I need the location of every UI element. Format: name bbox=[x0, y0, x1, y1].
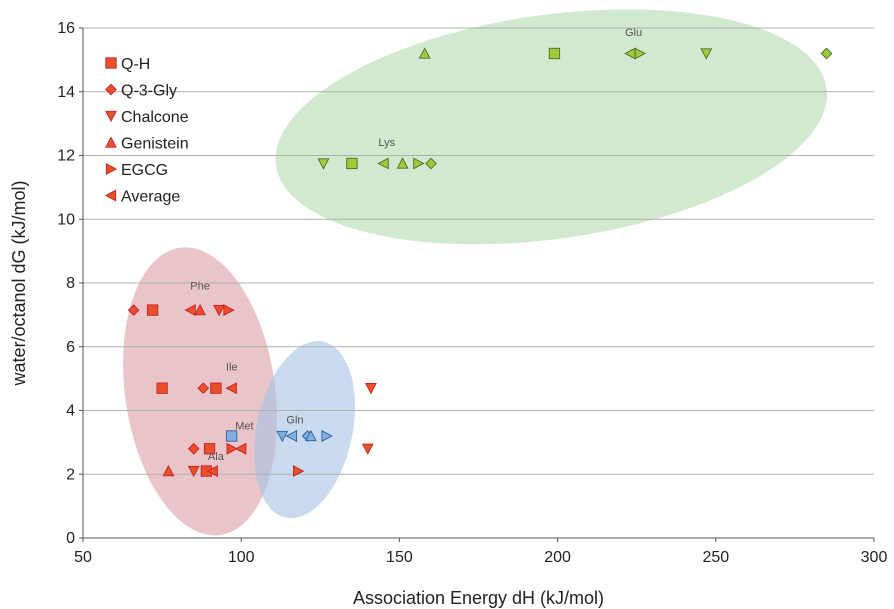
legend-marker bbox=[105, 110, 117, 123]
x-tick-label: 150 bbox=[386, 549, 413, 566]
annotation-label: Glu bbox=[625, 27, 642, 39]
legend-label: Average bbox=[121, 189, 180, 206]
y-tick-label: 8 bbox=[66, 275, 75, 292]
legend: Q-H Q-3-Gly Chalcone Genistein EGCG Average bbox=[104, 56, 189, 206]
x-tick-label: 100 bbox=[228, 549, 255, 566]
point-genistein bbox=[162, 464, 175, 477]
point-q-3-gly bbox=[187, 442, 200, 455]
data-points bbox=[127, 47, 833, 478]
annotation-label: Met bbox=[235, 421, 253, 433]
point-egcg bbox=[226, 442, 238, 455]
point-genistein bbox=[396, 157, 409, 169]
y-tick-label: 4 bbox=[66, 403, 75, 420]
legend-marker bbox=[105, 163, 118, 175]
y-axis-title: water/octanol dG (kJ/mol) bbox=[9, 180, 29, 386]
legend-label: EGCG bbox=[121, 162, 168, 179]
y-tick-label: 6 bbox=[66, 339, 75, 356]
point-chalcone bbox=[364, 383, 377, 395]
point-q-h bbox=[203, 443, 216, 455]
y-tick-label: 0 bbox=[66, 530, 75, 547]
point-q-h bbox=[346, 157, 358, 170]
point-chalcone bbox=[361, 443, 374, 455]
x-tick-label: 50 bbox=[74, 549, 92, 566]
point-egcg bbox=[293, 465, 305, 478]
y-tick-label: 10 bbox=[57, 211, 75, 228]
legend-marker bbox=[104, 189, 117, 202]
annotation-label: Lys bbox=[378, 137, 395, 149]
annotation-label: Gln bbox=[286, 414, 303, 426]
y-tick-label: 16 bbox=[57, 20, 75, 37]
point-average bbox=[377, 157, 389, 170]
point-chalcone bbox=[317, 158, 330, 170]
annotation-label: Phe bbox=[190, 280, 210, 292]
cluster-ellipse-red bbox=[123, 247, 278, 536]
legend-marker bbox=[105, 57, 117, 69]
point-egcg bbox=[413, 157, 425, 170]
point-average bbox=[624, 47, 636, 60]
y-tick-label: 2 bbox=[66, 466, 75, 483]
point-q-h bbox=[210, 382, 222, 394]
x-tick-label: 250 bbox=[702, 549, 729, 566]
point-egcg bbox=[321, 430, 333, 442]
x-tick-label: 200 bbox=[544, 549, 571, 566]
cluster-ellipse-green bbox=[275, 9, 828, 245]
point-chalcone bbox=[700, 48, 713, 60]
point-average bbox=[225, 382, 237, 395]
point-average bbox=[285, 430, 297, 442]
y-tick-label: 12 bbox=[57, 148, 75, 165]
point-q-h bbox=[156, 382, 168, 394]
legend-marker bbox=[105, 83, 117, 96]
point-genistein bbox=[194, 303, 207, 316]
point-genistein bbox=[304, 429, 317, 442]
legend-marker bbox=[105, 136, 117, 148]
x-tick-label: 300 bbox=[861, 549, 888, 566]
point-egcg bbox=[223, 304, 235, 317]
annotation-label: Ala bbox=[208, 451, 225, 463]
point-q-3-gly bbox=[127, 304, 140, 316]
point-q-h bbox=[146, 304, 159, 316]
point-q-3-gly bbox=[197, 382, 210, 395]
y-tick-label: 14 bbox=[57, 84, 75, 101]
point-chalcone bbox=[187, 465, 200, 478]
point-q-3-gly bbox=[425, 157, 437, 170]
point-chalcone bbox=[213, 304, 225, 317]
x-axis-title: Association Energy dH (kJ/mol) bbox=[353, 588, 604, 608]
legend-label: Chalcone bbox=[121, 109, 189, 126]
axes: 0 2 4 6 8 10 12 14 16 50 100 150 200 250 300 bbox=[57, 20, 887, 566]
point-chalcone bbox=[276, 430, 289, 443]
legend-label: Q-3-Gly bbox=[121, 83, 177, 100]
annotations: Phe Ile Met Ala Gln Lys Glu bbox=[190, 27, 642, 463]
annotation-label: Ile bbox=[226, 362, 238, 374]
point-genistein bbox=[418, 47, 431, 59]
point-q-h bbox=[226, 430, 238, 442]
point-average bbox=[235, 442, 247, 455]
point-average bbox=[206, 465, 218, 478]
legend-label: Q-H bbox=[121, 56, 150, 73]
point-q-3-gly bbox=[820, 47, 833, 60]
cluster-ellipses bbox=[123, 9, 828, 536]
legend-label: Genistein bbox=[121, 136, 189, 153]
point-q-h bbox=[548, 47, 561, 60]
point-average bbox=[184, 304, 196, 317]
